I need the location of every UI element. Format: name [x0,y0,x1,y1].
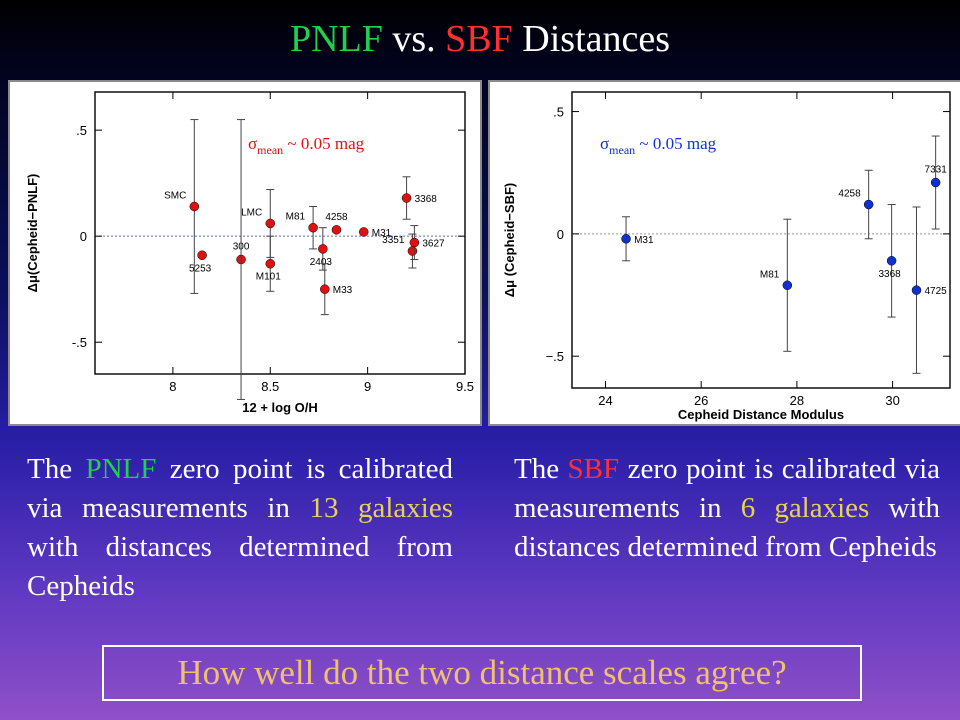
sbf-chart-panel: 24 26 28 30 .5 0 −.5 Cepheid Distance Modulus Δμ… [488,80,960,426]
pnlf-desc-galaxies: galaxies [358,492,454,524]
sbf-data-point [886,256,897,266]
slide-title: PNLF vs. SBF Distances [0,14,960,64]
pnlf-point-label: 5253 [189,263,212,274]
sbf-x-tick-label: 24 [598,393,612,408]
sbf-plot-frame [571,91,951,389]
sbf-sigma-symbol: σ [600,134,609,153]
sbf-data-point [621,234,631,244]
pnlf-x-tick-label: 8.5 [261,379,279,394]
sbf-point-label: 4258 [838,189,861,200]
pnlf-point-label: M33 [333,285,353,296]
sbf-point-label: 3368 [879,269,902,280]
pnlf-sigma-annotation: σmean ~ 0.05 mag [248,134,365,157]
title-sbf: SBF [445,18,513,60]
pnlf-y-tick-label: 0 [80,229,87,244]
pnlf-data-point [358,227,369,237]
sbf-y-tick-label: .5 [553,105,564,120]
pnlf-data-point [331,225,342,235]
sbf-x-axis-label: Cepheid Distance Modulus [678,407,844,422]
sbf-description: The SBF zero point is calibrated via mea… [514,450,940,567]
sbf-y-tick-label: −.5 [546,349,564,364]
pnlf-sigma-symbol: σ [248,134,257,153]
pnlf-data-point [265,258,276,269]
pnlf-data-point [409,237,420,248]
pnlf-y-tick-label: .5 [76,123,87,138]
pnlf-data-point [189,201,200,212]
pnlf-desc-zeropoint: zero point is calibrated via measurement… [27,453,453,524]
title-vs: vs. [382,18,446,60]
sbf-desc-count: 6 [740,492,756,524]
pnlf-data-point [265,218,276,229]
sbf-sigma-subscript: mean [609,143,635,157]
pnlf-x-tick-label: 9.5 [456,379,474,394]
sbf-x-tick-label: 30 [885,393,899,408]
title-pnlf: PNLF [289,18,383,60]
sbf-x-tick-label: 26 [694,393,708,408]
pnlf-x-tick-label: 8 [169,379,176,394]
pnlf-plot-frame [94,91,466,375]
pnlf-desc-the: The [27,453,73,485]
sbf-point-label: 7331 [925,165,948,176]
sbf-data-point [863,199,874,210]
sbf-chart: 24 26 28 30 .5 0 −.5 Cepheid Distance Modulus Δμ… [502,91,951,422]
pnlf-point-label: M31 [372,228,392,239]
sbf-sigma-annotation: σmean ~ 0.05 mag [600,134,717,157]
pnlf-desc-pnlf: PNLF [85,453,157,485]
pnlf-desc-cepheids: with distances determined from Cepheids [27,531,453,602]
sbf-data-point [930,177,941,188]
pnlf-desc-count: 13 [309,492,339,524]
question-box: How well do the two distance scales agre… [102,645,862,701]
pnlf-data-point [197,250,207,261]
sbf-x-tick-label: 28 [790,393,804,408]
title-distances: Distances [512,18,671,60]
pnlf-sigma-value: ~ 0.05 mag [283,134,364,153]
pnlf-chart-panel: 8 8.5 9 9.5 .5 0 -.5 12 + log O/H Δμ(Cepheid−PNL… [8,80,482,426]
pnlf-chart: 8 8.5 9 9.5 .5 0 -.5 12 + log O/H Δμ(Cepheid−PNL… [25,91,474,415]
sbf-desc-zeropoint: zero point is calibrated via measurement… [514,453,941,524]
pnlf-data-point [407,246,418,256]
sbf-desc-galaxies: galaxies [774,492,870,524]
pnlf-y-tick-label: -.5 [72,335,87,350]
pnlf-data-point [401,193,412,203]
sbf-desc-cepheids: with distances determined from Cepheids [514,492,941,563]
pnlf-point-label: 2403 [310,257,333,268]
sbf-point-label: M81 [760,269,780,280]
sbf-y-axis-label: Δμ (Cepheid−SBF) [502,183,517,297]
pnlf-point-label: M101 [256,272,281,283]
pnlf-x-tick-label: 9 [364,379,371,394]
sbf-desc-sbf: SBF [567,453,620,485]
pnlf-point-label: 4258 [325,212,348,223]
pnlf-point-label: 3627 [422,239,445,250]
pnlf-data-point [320,284,330,294]
pnlf-sigma-subscript: mean [257,143,283,157]
pnlf-point-label: LMC [241,207,262,218]
sbf-data-point [911,285,922,295]
sbf-desc-the: The [514,453,560,485]
pnlf-x-axis-label: 12 + log O/H [242,400,318,415]
sbf-y-tick-label: 0 [557,227,564,242]
sbf-data-point [782,280,793,291]
pnlf-point-label: 3351 [382,235,405,246]
sbf-point-label: M31 [634,235,654,246]
pnlf-point-label: M81 [286,212,306,223]
sbf-sigma-value: ~ 0.05 mag [635,134,716,153]
sbf-point-label: 4725 [925,286,948,297]
pnlf-data-point [318,244,328,254]
pnlf-point-label: 3368 [415,194,438,205]
pnlf-data-point [308,222,318,233]
pnlf-description: The PNLF zero point is calibrated via me… [27,450,453,606]
pnlf-point-label: SMC [164,190,186,201]
pnlf-y-axis-label: Δμ(Cepheid−PNLF) [25,174,40,293]
